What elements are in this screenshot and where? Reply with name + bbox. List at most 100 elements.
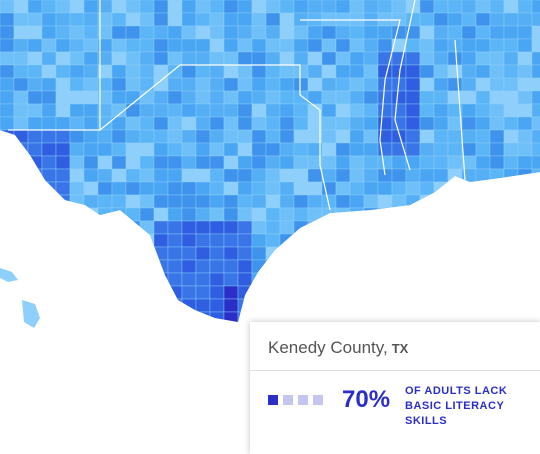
county — [97, 311, 113, 322]
county — [433, 194, 449, 209]
county — [377, 116, 393, 131]
county — [125, 155, 141, 170]
county — [223, 64, 239, 79]
county — [55, 272, 71, 287]
county — [405, 194, 421, 209]
county — [321, 272, 337, 287]
county — [363, 51, 379, 66]
county — [461, 51, 477, 66]
county — [139, 298, 155, 313]
county — [503, 194, 519, 209]
county — [83, 194, 99, 209]
county — [223, 25, 239, 40]
county — [503, 64, 519, 79]
county — [307, 77, 323, 92]
county — [489, 298, 505, 313]
county — [0, 207, 15, 222]
county — [167, 90, 183, 105]
county — [363, 181, 379, 196]
county — [503, 129, 519, 144]
county — [335, 129, 351, 144]
county — [195, 129, 211, 144]
county — [363, 103, 379, 118]
county — [335, 155, 351, 170]
county — [433, 12, 449, 27]
county — [223, 220, 239, 235]
county — [0, 285, 15, 300]
county — [321, 129, 337, 144]
county — [293, 220, 309, 235]
county — [237, 259, 253, 274]
county — [419, 51, 435, 66]
county — [237, 0, 253, 14]
county — [461, 259, 477, 274]
county — [531, 129, 540, 144]
county — [223, 38, 239, 53]
county — [461, 298, 477, 313]
county — [363, 116, 379, 131]
county — [405, 246, 421, 261]
county — [111, 259, 127, 274]
county — [503, 181, 519, 196]
county — [405, 51, 421, 66]
county — [335, 246, 351, 261]
county — [13, 77, 29, 92]
county — [153, 38, 169, 53]
county — [237, 103, 253, 118]
county — [251, 220, 267, 235]
county — [349, 207, 365, 222]
county — [377, 298, 393, 313]
county — [195, 220, 211, 235]
county — [447, 259, 463, 274]
county — [419, 12, 435, 27]
county — [97, 207, 113, 222]
county — [531, 155, 540, 170]
county — [195, 103, 211, 118]
county — [489, 233, 505, 248]
county — [307, 259, 323, 274]
county — [531, 285, 540, 300]
county — [279, 168, 295, 183]
county — [41, 272, 57, 287]
county — [223, 298, 239, 313]
county — [13, 194, 29, 209]
county — [181, 298, 197, 313]
county — [321, 64, 337, 79]
county — [125, 220, 141, 235]
county — [27, 181, 43, 196]
county — [83, 103, 99, 118]
county — [349, 103, 365, 118]
county — [55, 38, 71, 53]
county — [251, 181, 267, 196]
county — [377, 259, 393, 274]
county — [377, 220, 393, 235]
county — [139, 168, 155, 183]
county — [153, 12, 169, 27]
county — [237, 207, 253, 222]
county — [335, 116, 351, 131]
county — [321, 298, 337, 313]
county — [83, 285, 99, 300]
county — [251, 116, 267, 131]
county — [97, 194, 113, 209]
county — [97, 259, 113, 274]
county — [195, 233, 211, 248]
county — [224, 325, 238, 338]
county — [111, 285, 127, 300]
county — [251, 285, 267, 300]
county — [125, 103, 141, 118]
county — [293, 38, 309, 53]
county — [139, 285, 155, 300]
county — [349, 155, 365, 170]
county — [419, 25, 435, 40]
county — [265, 38, 281, 53]
county — [209, 311, 225, 322]
county — [27, 38, 43, 53]
county — [168, 325, 182, 338]
county — [293, 51, 309, 66]
county — [111, 90, 127, 105]
county — [461, 116, 477, 131]
county — [251, 207, 267, 222]
county — [293, 116, 309, 131]
county — [153, 168, 169, 183]
